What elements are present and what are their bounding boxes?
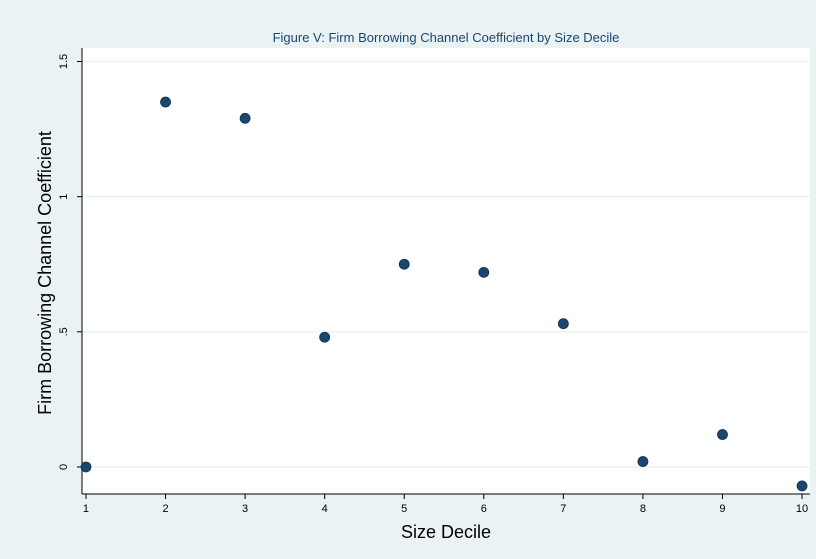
plot-area xyxy=(82,48,810,494)
data-points xyxy=(80,96,808,492)
data-point xyxy=(80,461,92,473)
chart-title: Figure V: Firm Borrowing Channel Coeffic… xyxy=(273,30,620,45)
data-point xyxy=(796,480,808,492)
data-point xyxy=(478,266,490,278)
x-ticks: 1 2 3 4 5 6 7 8 9 10 xyxy=(83,494,808,515)
x-tick-label: 7 xyxy=(560,503,566,515)
data-point xyxy=(239,112,251,124)
x-axis-title: Size Decile xyxy=(401,522,491,542)
data-point xyxy=(557,318,569,330)
y-tick-label: .5 xyxy=(58,327,70,336)
axes xyxy=(81,48,810,495)
x-tick-label: 2 xyxy=(162,503,168,515)
x-tick-label: 10 xyxy=(796,503,808,515)
x-tick-label: 8 xyxy=(640,503,646,515)
x-tick-label: 4 xyxy=(322,503,328,515)
x-tick-label: 9 xyxy=(719,503,725,515)
data-point xyxy=(160,96,171,108)
y-tick-label: 0 xyxy=(58,464,70,470)
gridlines xyxy=(82,60,810,468)
x-tick-label: 6 xyxy=(481,503,487,515)
data-point xyxy=(637,456,649,467)
data-point xyxy=(398,258,410,270)
x-tick-label: 5 xyxy=(401,503,407,515)
y-tick-label: 1 xyxy=(58,194,70,200)
y-ticks: 0 .5 1 1.5 xyxy=(58,54,82,470)
y-axis-title: Firm Borrowing Channel Coefficient xyxy=(35,131,55,415)
data-point xyxy=(717,429,728,440)
data-point xyxy=(319,331,331,343)
y-tick-label: 1.5 xyxy=(58,54,70,69)
x-tick-label: 3 xyxy=(242,503,248,515)
x-tick-label: 1 xyxy=(83,503,89,515)
